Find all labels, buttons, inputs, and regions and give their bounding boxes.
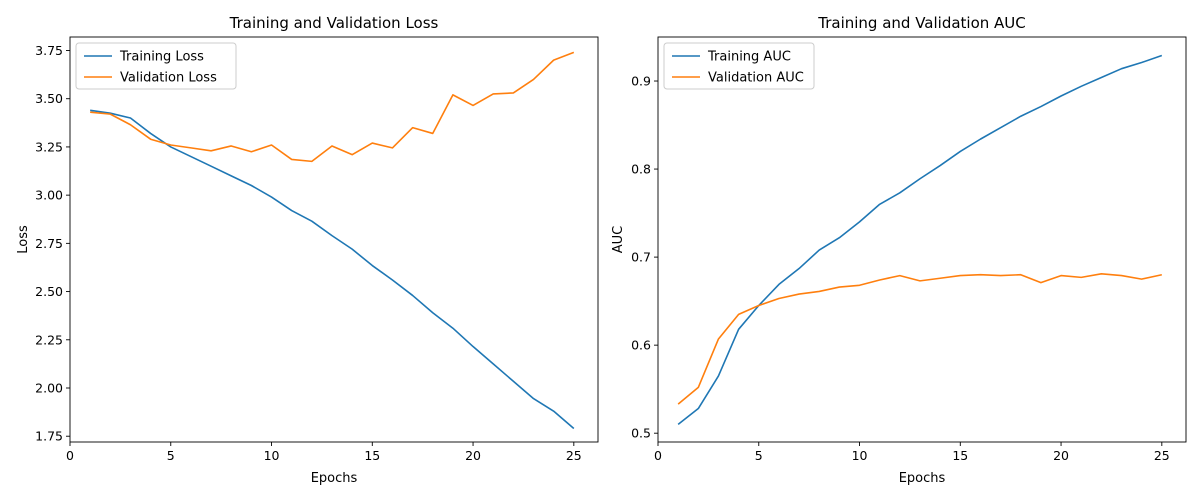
x-tick-label: 15	[952, 448, 968, 463]
x-tick-label: 10	[264, 448, 280, 463]
chart-panel-2: Training and Validation AUC 0 5 10 15 20 25 0.5…	[611, 14, 1187, 486]
plot-frame	[657, 36, 1187, 443]
x-tick-label: 20	[1053, 448, 1069, 463]
legend-label: Training Loss	[119, 50, 204, 65]
x-axis-label: Epochs	[899, 471, 946, 486]
y-tick-label: 2.50	[35, 284, 63, 299]
x-tick-label: 0	[66, 448, 74, 463]
y-tick-label: 0.8	[631, 162, 651, 177]
legend-box	[75, 42, 237, 90]
x-tick-label: 25	[1154, 448, 1170, 463]
y-tick-label: 0.5	[631, 426, 651, 441]
chart-panel-1: Training and Validation Loss 0 5 10 15 20 25 1.…	[16, 14, 599, 486]
legend-box	[663, 42, 815, 90]
y-axis-label: Loss	[16, 225, 31, 254]
y-axis-label: AUC	[611, 226, 626, 254]
x-tick-label: 25	[566, 448, 582, 463]
y-tick-label: 0.6	[631, 338, 651, 353]
legend-label: Validation Loss	[120, 71, 217, 86]
chart-title: Training and Validation Loss	[229, 14, 439, 32]
x-tick-label: 20	[465, 448, 481, 463]
y-tick-label: 1.75	[35, 429, 63, 444]
legend-label: Training AUC	[707, 50, 791, 65]
series-line-2	[90, 51, 575, 163]
series-line-1	[677, 54, 1163, 426]
x-tick-label: 5	[755, 448, 763, 463]
x-axis-label: Epochs	[311, 471, 358, 486]
series-line-2	[677, 273, 1162, 405]
y-tick-label: 0.7	[631, 250, 651, 265]
chart-title: Training and Validation AUC	[817, 14, 1026, 32]
y-tick-label: 2.00	[35, 381, 63, 396]
y-tick-label: 3.00	[35, 188, 63, 203]
y-tick-label: 0.9	[631, 74, 651, 89]
x-tick-label: 15	[364, 448, 380, 463]
y-tick-label: 2.25	[35, 332, 63, 347]
y-tick-label: 3.25	[35, 139, 63, 154]
x-tick-label: 5	[167, 448, 175, 463]
x-tick-label: 10	[852, 448, 868, 463]
series-line-1	[90, 109, 575, 430]
y-tick-label: 3.50	[35, 91, 63, 106]
y-tick-label: 2.75	[35, 236, 63, 251]
y-tick-label: 3.75	[35, 43, 63, 58]
plot-frame	[69, 36, 599, 443]
legend-label: Validation AUC	[708, 71, 804, 86]
x-tick-label: 0	[654, 448, 662, 463]
